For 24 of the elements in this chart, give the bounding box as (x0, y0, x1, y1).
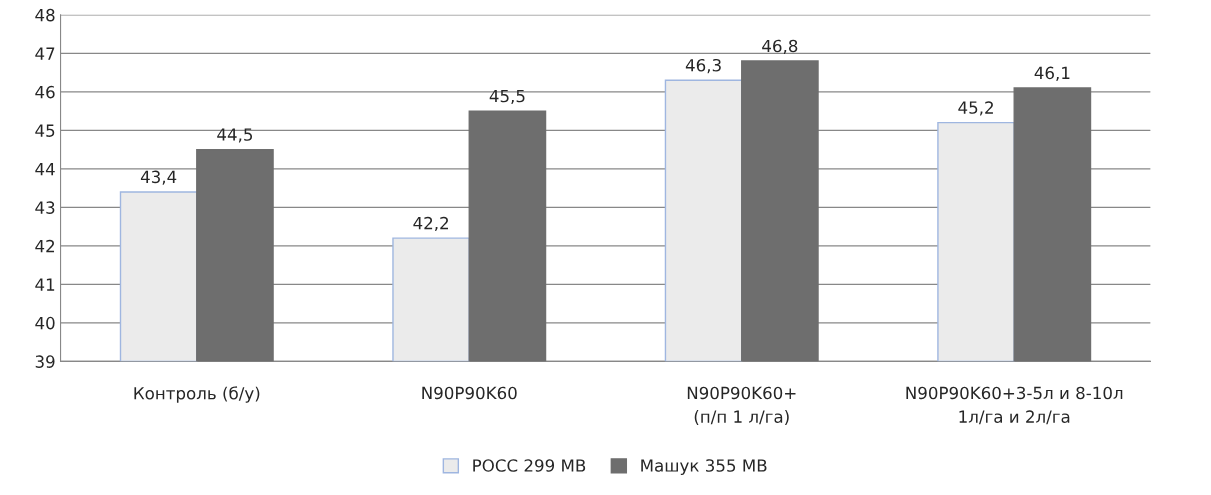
data-label: 46,3 (685, 58, 721, 74)
x-tick-label: Контроль (б/у) (134, 386, 260, 403)
y-tick-label: 47 (35, 47, 55, 60)
y-tick-label: 42 (35, 239, 55, 253)
legend-label: РОСС 299 МВ (473, 459, 586, 472)
data-label: 43,4 (140, 170, 177, 185)
data-label: 45,2 (958, 101, 993, 116)
data-label: 46,1 (1034, 66, 1070, 81)
y-tick-label: 48 (35, 8, 55, 22)
x-tick-label: N90P90K60+3-5л и 8-10л 1л/га и 2л/га (906, 386, 1123, 425)
data-label: 46,8 (762, 39, 798, 54)
x-tick-label: N90P90K60+ (п/п 1 л/га) (687, 386, 796, 425)
data-label: 44,5 (217, 128, 253, 143)
y-tick-label: 44 (35, 163, 55, 176)
y-tick-label: 45 (35, 124, 55, 137)
y-tick-label: 41 (35, 278, 55, 291)
data-label: 45,5 (489, 89, 525, 105)
y-tick-label: 40 (35, 316, 55, 330)
data-label: 42,2 (413, 216, 448, 232)
x-tick-label: N90P90K60 (422, 386, 517, 400)
y-tick-label: 46 (35, 85, 55, 99)
legend-label: Машук 355 МВ (641, 459, 767, 476)
y-tick-label: 43 (35, 201, 55, 214)
y-tick-label: 39 (35, 355, 55, 368)
